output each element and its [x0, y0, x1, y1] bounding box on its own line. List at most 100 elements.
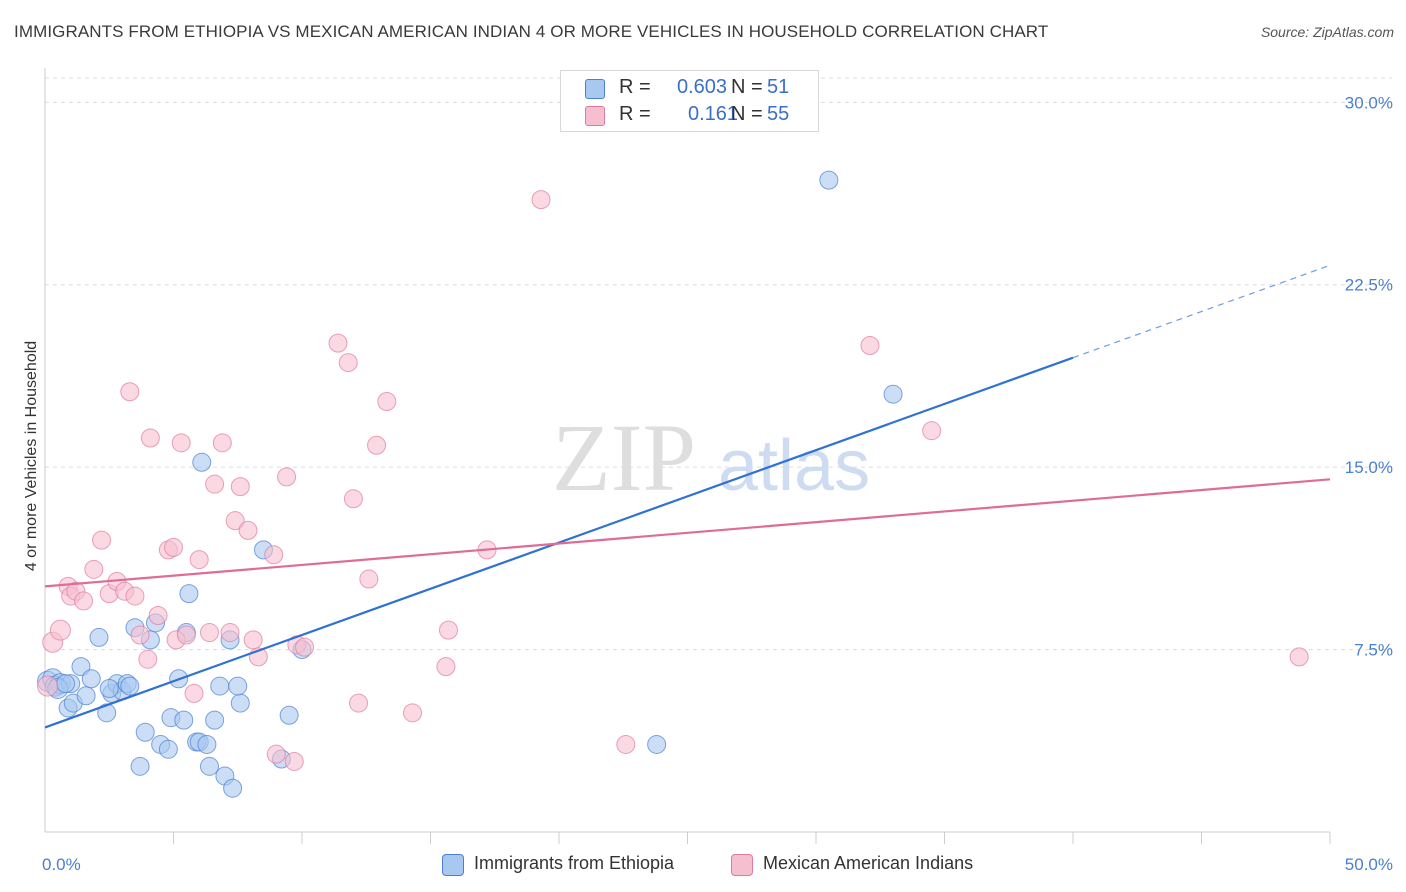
point-mexican-american-indians [171, 433, 191, 453]
point-ethiopia [192, 452, 212, 472]
point-mexican-american-indians [212, 433, 232, 453]
watermark: ZIP atlas [552, 404, 870, 511]
legend-n-value: 51 [767, 76, 790, 98]
point-mexican-american-indians [367, 435, 387, 455]
point-mexican-american-indians [243, 630, 263, 650]
point-mexican-american-indians [616, 734, 636, 754]
point-mexican-american-indians [164, 537, 183, 557]
x-tick-label: 50.0% [1345, 855, 1393, 874]
point-ethiopia [174, 710, 194, 730]
point-mexican-american-indians [264, 545, 284, 565]
point-mexican-american-indians [328, 333, 348, 353]
source-label: Source: ZipAtlas.com [1260, 24, 1394, 40]
point-ethiopia [179, 584, 199, 604]
bottom-legend-label-ethiopia: Immigrants from Ethiopia [474, 853, 675, 873]
point-mexican-american-indians [184, 683, 204, 703]
point-mexican-american-indians [436, 657, 456, 677]
watermark-zip: ZIP [552, 404, 696, 511]
point-mexican-american-indians [284, 751, 304, 771]
trend-line-mexican-american-indians [44, 478, 1331, 588]
y-tick-label: 30.0% [1345, 93, 1393, 112]
legend-swatch-ethiopia [585, 79, 605, 99]
point-ethiopia [223, 778, 243, 798]
y-tick-label: 22.5% [1345, 276, 1393, 295]
point-mexican-american-indians [359, 569, 379, 589]
point-ethiopia [97, 703, 117, 723]
point-mexican-american-indians [377, 391, 397, 411]
legend-swatch-mexican-american-indians [585, 106, 605, 126]
trend-line-ethiopia-extension [1072, 264, 1331, 359]
point-ethiopia [130, 756, 150, 776]
point-ethiopia [883, 384, 903, 404]
x-tick-label: 0.0% [42, 855, 81, 874]
point-ethiopia [71, 657, 91, 677]
point-ethiopia [819, 170, 839, 190]
legend-r-value: 0.603 [677, 76, 728, 98]
point-mexican-american-indians [84, 559, 104, 579]
point-mexican-american-indians [176, 625, 196, 645]
point-ethiopia [120, 676, 140, 696]
point-ethiopia [135, 722, 155, 742]
point-ethiopia [205, 710, 225, 730]
data-points [37, 170, 1309, 798]
point-mexican-american-indians [120, 382, 140, 402]
point-mexican-american-indians [338, 353, 358, 373]
gridlines [45, 77, 1392, 651]
legend-n-label: N = [731, 103, 763, 125]
point-mexican-american-indians [49, 619, 71, 641]
point-ethiopia [99, 678, 119, 698]
point-mexican-american-indians [1289, 647, 1309, 667]
point-mexican-american-indians [922, 421, 942, 441]
y-tick-label: 15.0% [1345, 458, 1393, 477]
point-mexican-american-indians [205, 474, 225, 494]
point-mexican-american-indians [130, 625, 150, 645]
point-ethiopia [210, 676, 230, 696]
point-mexican-american-indians [140, 428, 160, 448]
trend-lines [44, 264, 1331, 729]
legend-n-label: N = [731, 76, 763, 98]
point-mexican-american-indians [92, 530, 112, 550]
point-ethiopia [197, 734, 217, 754]
point-mexican-american-indians [295, 637, 315, 657]
point-mexican-american-indians [277, 467, 297, 487]
bottom-legend-swatch-ethiopia [442, 854, 464, 876]
point-mexican-american-indians [37, 675, 59, 697]
point-mexican-american-indians [238, 520, 258, 540]
legend-n-value: 55 [767, 103, 790, 125]
point-mexican-american-indians [438, 620, 458, 640]
point-mexican-american-indians [403, 703, 423, 723]
axes [44, 68, 1331, 844]
point-mexican-american-indians [343, 489, 363, 509]
bottom-legend-label-mexican-american-indians: Mexican American Indians [763, 853, 974, 873]
point-ethiopia [81, 669, 101, 689]
point-ethiopia [56, 674, 76, 694]
chart-title: IMMIGRANTS FROM ETHIOPIA VS MEXICAN AMER… [14, 22, 1049, 41]
point-ethiopia [279, 705, 299, 725]
point-mexican-american-indians [189, 550, 209, 570]
point-mexican-american-indians [531, 190, 551, 210]
point-mexican-american-indians [225, 511, 245, 531]
y-axis-label: 4 or more Vehicles in Household [23, 341, 40, 571]
bottom-legend-swatch-mexican-american-indians [731, 854, 753, 876]
legend-r-label: R = [619, 76, 651, 98]
point-ethiopia [76, 686, 96, 706]
legend-r-label: R = [619, 103, 651, 125]
tick-labels: 7.5% 15.0% 22.5% 30.0% 0.0% 50.0% [42, 93, 1393, 874]
y-tick-label: 7.5% [1354, 641, 1393, 660]
point-mexican-american-indians [74, 591, 94, 611]
correlation-legend: R = 0.603 N = 51 R = 0.161 N = 55 [560, 70, 819, 132]
point-ethiopia [230, 693, 250, 713]
point-mexican-american-indians [860, 336, 880, 356]
point-ethiopia [199, 756, 219, 776]
point-ethiopia [647, 734, 667, 754]
legend-r-value: 0.161 [688, 103, 739, 125]
point-mexican-american-indians [125, 586, 145, 606]
point-mexican-american-indians [138, 649, 158, 669]
point-mexican-american-indians [230, 477, 250, 497]
point-ethiopia [158, 739, 178, 759]
point-mexican-american-indians [220, 623, 240, 643]
point-mexican-american-indians [266, 744, 286, 764]
point-ethiopia [228, 676, 248, 696]
point-mexican-american-indians [148, 606, 168, 626]
